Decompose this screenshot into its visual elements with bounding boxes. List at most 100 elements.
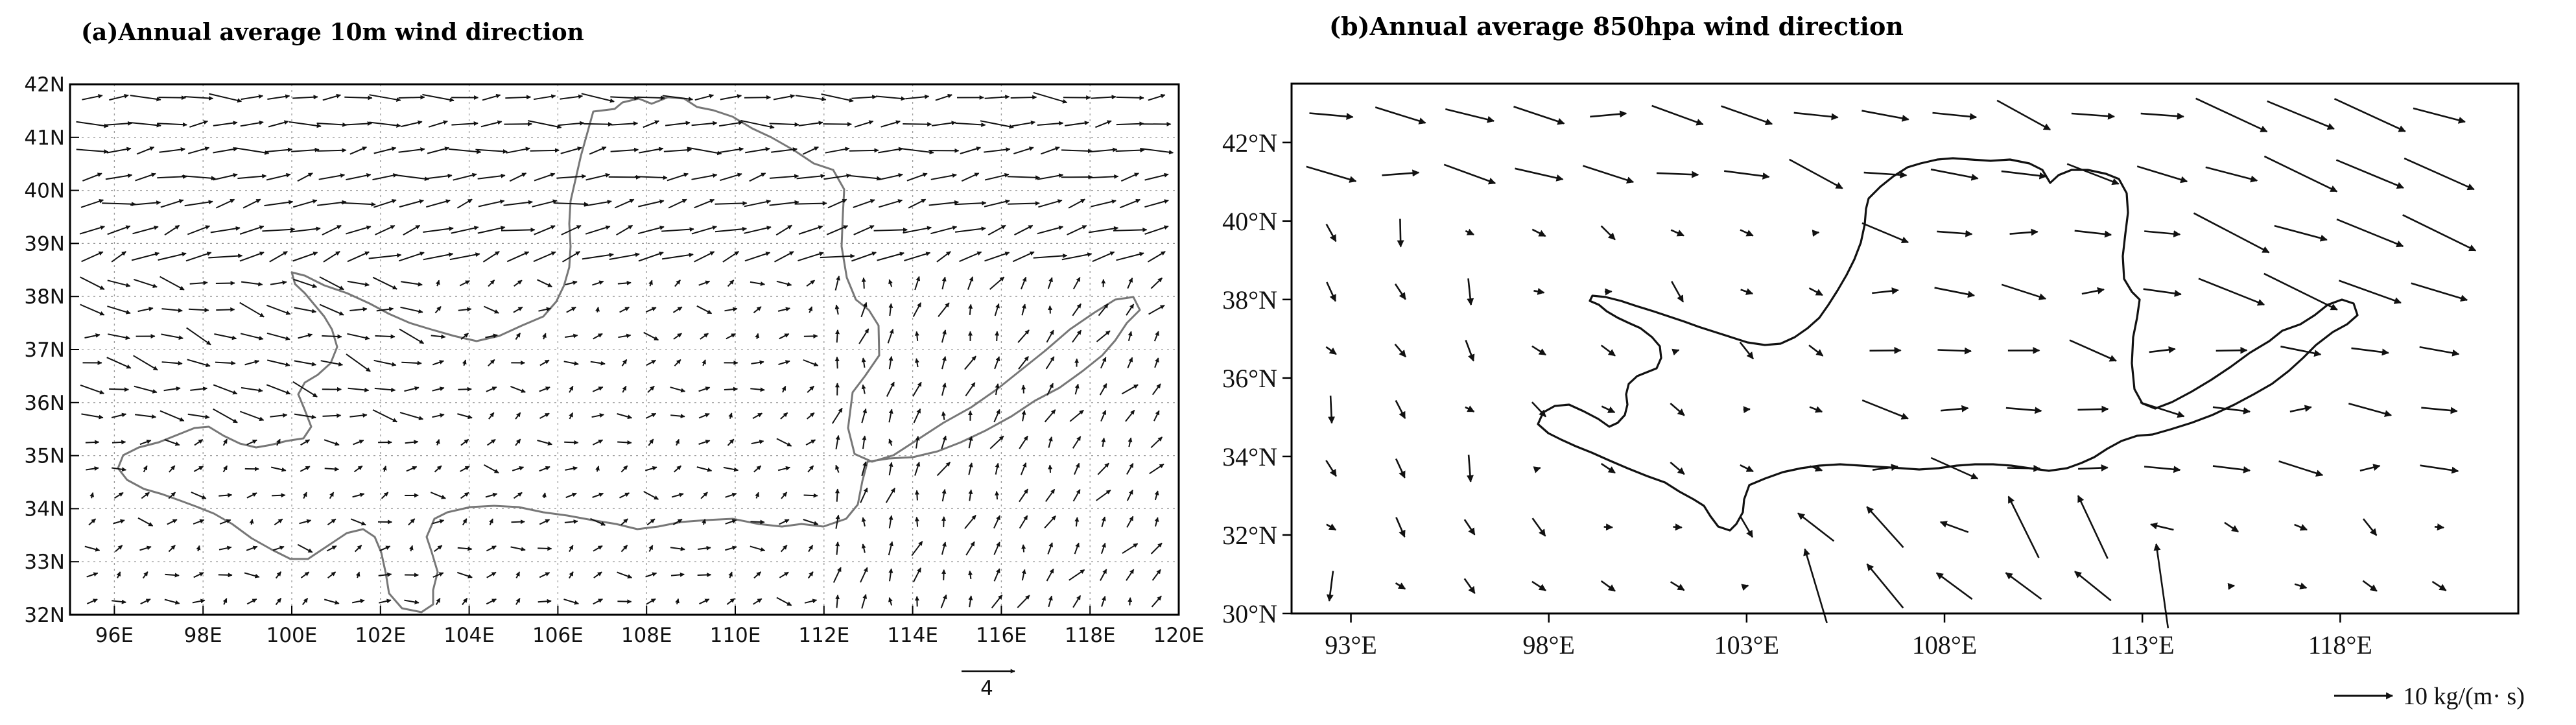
wind-vector bbox=[81, 413, 104, 420]
wind-vector bbox=[194, 438, 204, 446]
wind-vector bbox=[1465, 228, 1475, 235]
wind-vector bbox=[1101, 516, 1106, 527]
wind-vector bbox=[647, 385, 655, 393]
wind-vector bbox=[352, 599, 365, 604]
wind-vector bbox=[1861, 399, 1909, 420]
wind-vector bbox=[160, 410, 185, 422]
wind-vector bbox=[326, 545, 337, 552]
wind-vector bbox=[1037, 173, 1064, 180]
wind-vector bbox=[86, 572, 99, 578]
x-tick-label: 104E bbox=[443, 624, 495, 647]
wind-vector bbox=[1074, 383, 1080, 395]
wind-vector bbox=[209, 93, 242, 103]
wind-vector bbox=[369, 121, 401, 128]
wind-vector bbox=[1651, 104, 1704, 126]
wind-vector bbox=[563, 361, 579, 366]
wind-vector bbox=[1328, 396, 1336, 424]
wind-vector bbox=[241, 386, 263, 393]
wind-vector bbox=[1011, 120, 1035, 127]
wind-vector bbox=[993, 409, 1000, 423]
wind-vector bbox=[184, 200, 213, 207]
wind-vector bbox=[347, 333, 370, 340]
wind-vector bbox=[847, 174, 882, 181]
wind-vector bbox=[1721, 105, 1773, 126]
wind-vector bbox=[113, 519, 125, 525]
wind-vector bbox=[723, 466, 739, 472]
wind-vector bbox=[297, 172, 313, 182]
wind-vector bbox=[691, 173, 718, 180]
y-tick-label: 36°N bbox=[1222, 364, 1277, 393]
wind-vector bbox=[246, 492, 257, 499]
wind-vector bbox=[1007, 175, 1041, 180]
wind-vector bbox=[1466, 455, 1474, 482]
wind-vector bbox=[662, 95, 693, 102]
wind-vector bbox=[834, 304, 840, 315]
wind-vector bbox=[1069, 409, 1084, 422]
wind-vector bbox=[423, 226, 454, 233]
wind-vector bbox=[582, 252, 614, 260]
wind-vector bbox=[133, 278, 158, 288]
wind-vector bbox=[486, 545, 497, 552]
wind-vector bbox=[451, 226, 479, 234]
wind-vector bbox=[807, 412, 815, 420]
wind-vector bbox=[2005, 572, 2042, 600]
wind-vector bbox=[1150, 542, 1163, 554]
wind-vector bbox=[744, 226, 772, 234]
panel-b-basin-boundary bbox=[1537, 157, 2359, 532]
wind-vector bbox=[1445, 108, 1495, 123]
wind-vector bbox=[2136, 165, 2188, 184]
wind-vector bbox=[1068, 198, 1085, 209]
wind-vector bbox=[930, 225, 958, 235]
x-tick-label: 103°E bbox=[1714, 630, 1779, 660]
wind-vector bbox=[189, 120, 208, 128]
wind-vector bbox=[1038, 199, 1063, 208]
wind-vector bbox=[480, 120, 502, 128]
wind-vector bbox=[113, 492, 124, 499]
wind-vector bbox=[432, 519, 445, 525]
wind-vector bbox=[835, 488, 840, 502]
wind-vector bbox=[1100, 410, 1107, 422]
wind-vector bbox=[1531, 401, 1546, 418]
wind-vector bbox=[1046, 383, 1054, 396]
wind-vector bbox=[639, 147, 664, 154]
wind-vector bbox=[780, 412, 788, 420]
wind-vector bbox=[80, 198, 104, 208]
wind-vector bbox=[299, 519, 312, 525]
wind-vector bbox=[485, 333, 498, 339]
wind-vector bbox=[1809, 406, 1823, 413]
wind-vector bbox=[776, 597, 792, 606]
wind-vector bbox=[611, 121, 639, 126]
wind-vector bbox=[987, 224, 1006, 236]
wind-vector bbox=[779, 571, 789, 578]
wind-vector bbox=[2212, 465, 2251, 473]
wind-vector bbox=[428, 120, 448, 128]
wind-vector bbox=[1866, 506, 1904, 549]
wind-vector bbox=[187, 359, 211, 368]
wind-vector bbox=[246, 545, 258, 551]
wind-vector bbox=[353, 439, 364, 446]
wind-vector bbox=[775, 224, 792, 236]
wind-vector bbox=[298, 333, 313, 339]
wind-vector bbox=[108, 333, 130, 340]
wind-vector bbox=[319, 276, 344, 291]
wind-vector bbox=[1672, 348, 1680, 356]
wind-vector bbox=[379, 545, 391, 552]
wind-vector bbox=[2198, 278, 2265, 306]
wind-vector bbox=[301, 597, 309, 606]
wind-vector bbox=[382, 466, 387, 472]
wind-vector bbox=[875, 95, 906, 101]
wind-vector bbox=[109, 93, 129, 101]
wind-vector bbox=[2007, 464, 2041, 472]
wind-vector bbox=[1941, 405, 1969, 412]
wind-vector bbox=[246, 598, 257, 605]
wind-vector bbox=[558, 121, 585, 126]
wind-vector bbox=[849, 148, 879, 153]
wind-vector bbox=[1088, 226, 1119, 233]
x-tick-label: 98°E bbox=[1522, 630, 1574, 660]
panel-a-wind-10m: (a)Annual average 10m wind direction 96E… bbox=[24, 19, 1204, 700]
wind-vector bbox=[648, 279, 653, 287]
wind-vector bbox=[931, 121, 956, 126]
wind-vector bbox=[984, 172, 1010, 181]
wind-vector bbox=[2205, 166, 2258, 183]
wind-vector bbox=[1116, 95, 1144, 101]
